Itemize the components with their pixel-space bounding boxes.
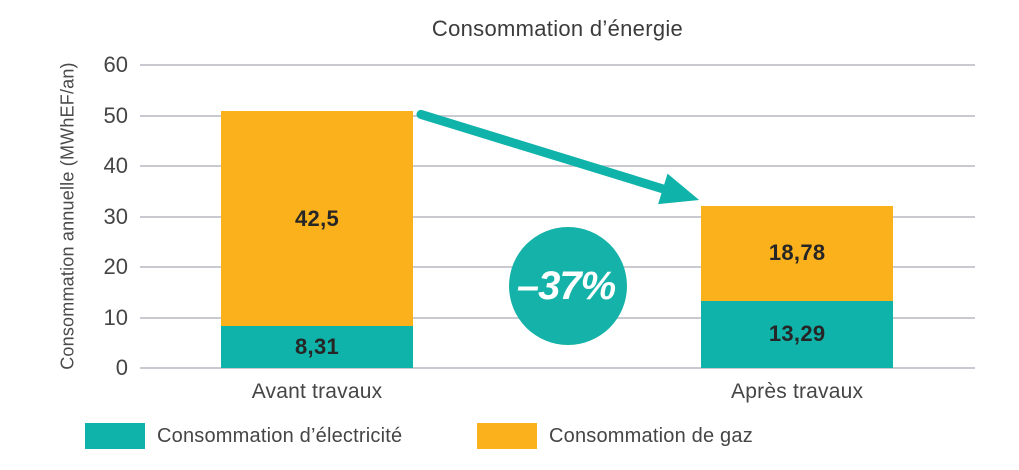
bar-value-label: 8,31 <box>295 334 340 359</box>
legend-swatch-gas <box>477 423 537 449</box>
gridline-y-60 <box>140 64 975 66</box>
bar-value-label: 18,78 <box>768 240 826 266</box>
y-axis-label: Consommation annuelle (MWhEF/an) <box>57 62 78 370</box>
gridline-y-30 <box>140 215 975 218</box>
reduction-badge: –37% <box>509 227 627 345</box>
y-tick-label-60: 60 <box>103 52 128 77</box>
y-tick-label-0: 0 <box>115 355 128 380</box>
bar-value-label: 42,5 <box>295 205 340 231</box>
reduction-badge-label: –37% <box>516 263 616 308</box>
bar-value-label: 13,29 <box>768 321 826 347</box>
legend-label-gas: Consommation de gaz <box>549 425 753 447</box>
y-tick-label-20: 20 <box>103 254 128 279</box>
gridline-y-0 <box>140 367 975 369</box>
chart-title: Consommation d’énergie <box>431 16 684 41</box>
y-tick-label-10: 10 <box>103 304 128 330</box>
bar-segment-electricity-0: 8,31 <box>221 326 414 368</box>
bar-segment-gas-1: 18,78 <box>701 206 894 301</box>
y-tick-label-30: 30 <box>103 203 128 229</box>
bar-segment-electricity-1: 13,29 <box>701 300 894 368</box>
x-category-label-0: Avant travaux <box>251 380 383 403</box>
plot-area: 8,31 42,5 13,29 18,78 <box>140 64 975 369</box>
legend-swatch-electricity <box>85 423 145 449</box>
bar-segment-gas-0: 42,5 <box>221 111 414 327</box>
legend-label-electricity: Consommation d’électricité <box>157 425 403 447</box>
y-tick-label-50: 50 <box>103 102 128 128</box>
x-category-label-1: Après travaux <box>731 380 864 403</box>
y-tick-label-40: 40 <box>103 153 128 178</box>
